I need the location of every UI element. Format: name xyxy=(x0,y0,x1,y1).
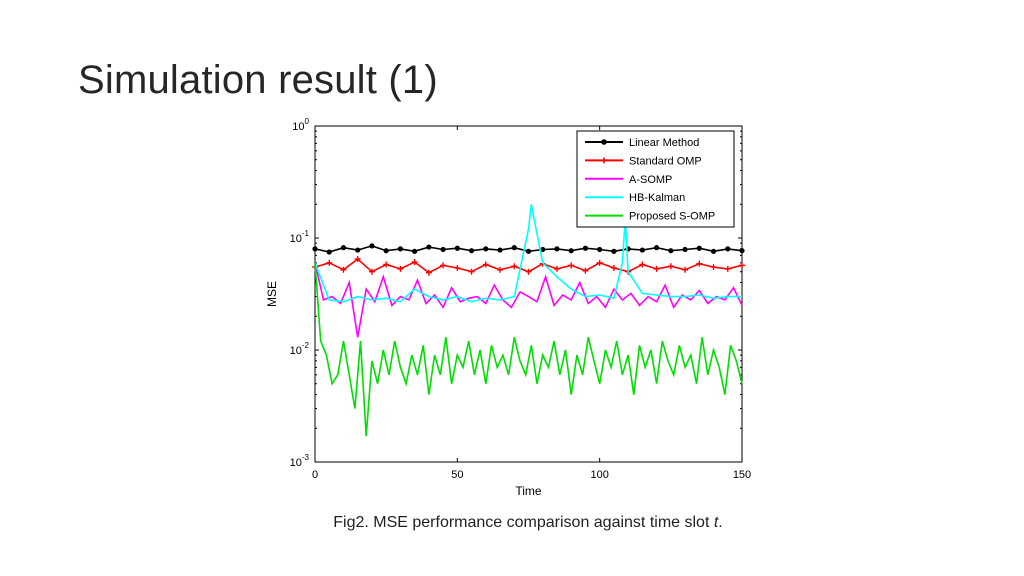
y-tick-label: 10-3 xyxy=(290,453,310,469)
data-point xyxy=(568,248,574,254)
data-point xyxy=(454,264,461,271)
x-axis-label: Time xyxy=(515,484,542,498)
data-point xyxy=(468,268,475,275)
legend-label: A-SOMP xyxy=(629,174,672,186)
data-point xyxy=(482,261,489,268)
series-hb-kalman xyxy=(314,204,742,303)
data-point xyxy=(725,246,731,252)
data-point xyxy=(411,259,418,266)
data-point xyxy=(483,246,489,252)
data-point xyxy=(668,248,674,254)
data-point xyxy=(525,248,532,254)
legend-label: Linear Method xyxy=(629,137,699,149)
series-linear-method xyxy=(312,243,745,255)
data-point xyxy=(355,247,361,253)
data-point xyxy=(440,246,446,253)
data-point xyxy=(468,248,475,254)
data-point xyxy=(426,244,432,250)
series-standard-omp xyxy=(312,255,745,276)
series-line xyxy=(314,204,742,303)
legend-label: Proposed S-OMP xyxy=(629,211,715,223)
x-tick-label: 0 xyxy=(312,469,318,481)
series-proposed-s-omp xyxy=(314,262,743,437)
data-point xyxy=(582,267,589,274)
caption-end: . xyxy=(718,514,723,531)
data-point xyxy=(326,259,333,266)
data-point xyxy=(696,245,702,251)
data-point xyxy=(639,261,646,268)
chart-axes: 0 50 100 150 10-3 10-2 10-1 100 Time MSE xyxy=(265,117,751,498)
x-tick-label: 100 xyxy=(590,469,608,481)
data-point xyxy=(654,245,660,251)
data-point xyxy=(596,259,603,266)
slide-title: Simulation result (1) xyxy=(78,58,438,102)
data-point xyxy=(340,245,347,251)
figure-caption: Fig2. MSE performance comparison against… xyxy=(0,514,1024,532)
x-tick-label: 150 xyxy=(733,469,751,481)
data-point xyxy=(326,249,332,255)
legend-label: HB-Kalman xyxy=(629,192,685,204)
data-point xyxy=(354,255,361,262)
data-point xyxy=(682,246,688,253)
y-tick-label: 10-1 xyxy=(290,229,310,245)
data-point xyxy=(397,246,403,252)
legend-marker xyxy=(601,139,607,145)
data-point xyxy=(739,248,745,254)
data-point xyxy=(497,266,504,273)
data-point xyxy=(610,264,617,271)
series-line xyxy=(314,262,743,338)
legend-label: Standard OMP xyxy=(629,155,702,167)
y-axis-label: MSE xyxy=(265,281,279,307)
data-point xyxy=(412,248,418,254)
data-point xyxy=(639,247,645,253)
caption-text: Fig2. MSE performance comparison against… xyxy=(333,514,714,531)
plot-frame xyxy=(314,125,743,463)
data-point xyxy=(710,248,717,254)
data-point xyxy=(340,266,347,273)
data-point xyxy=(653,265,660,272)
legend-marker xyxy=(601,157,607,164)
data-point xyxy=(397,265,404,272)
y-tick-label: 100 xyxy=(292,117,309,133)
data-point xyxy=(611,248,617,254)
data-point xyxy=(582,245,589,251)
data-point xyxy=(440,262,447,269)
data-point xyxy=(696,260,703,267)
data-point xyxy=(739,262,745,269)
data-point xyxy=(554,246,560,252)
data-point xyxy=(525,268,532,275)
data-point xyxy=(383,248,389,254)
data-point xyxy=(497,247,503,253)
series-line xyxy=(314,262,743,437)
data-point xyxy=(511,263,518,270)
y-tick-label: 10-2 xyxy=(290,341,310,357)
data-point xyxy=(369,243,375,249)
chart-legend: Linear Method Standard OMP A-SOMP HB-Kalman… xyxy=(576,130,735,228)
data-point xyxy=(511,245,517,251)
chart-series xyxy=(312,204,745,437)
data-point xyxy=(710,264,717,271)
data-point xyxy=(540,246,546,253)
data-point xyxy=(553,265,560,272)
data-point xyxy=(454,245,460,251)
data-point xyxy=(368,268,375,275)
caption-variable: t xyxy=(713,514,719,531)
data-point xyxy=(667,263,674,270)
data-point xyxy=(425,269,432,276)
data-point xyxy=(597,246,603,253)
data-point xyxy=(312,246,318,252)
series-a-somp xyxy=(314,262,743,338)
data-point xyxy=(724,265,731,272)
data-point xyxy=(568,262,575,269)
data-point xyxy=(383,261,390,268)
x-tick-label: 50 xyxy=(451,469,463,481)
data-point xyxy=(682,266,689,273)
